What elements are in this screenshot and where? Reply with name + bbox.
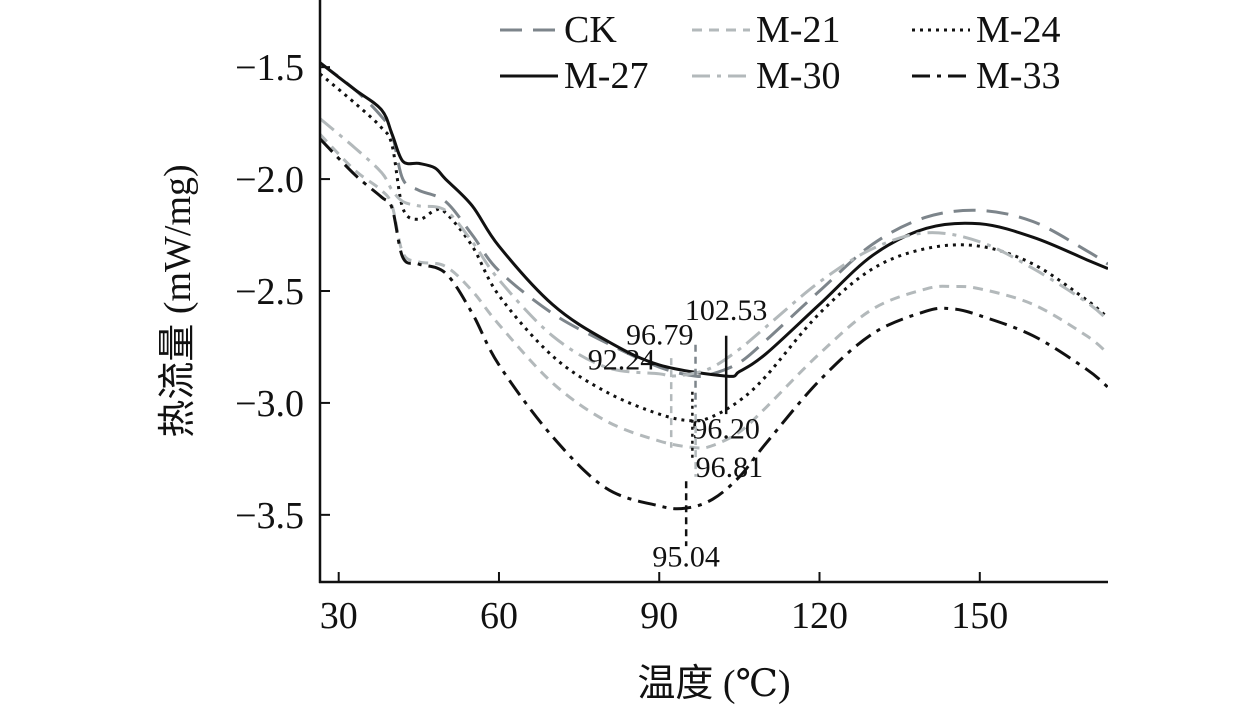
peak-label-96-81: 96.81 xyxy=(696,451,764,484)
legend-label-m-30: M-30 xyxy=(756,55,840,97)
series-line-m-30 xyxy=(320,117,1108,378)
y-axis-title: 热流量 (mW/mg) xyxy=(157,164,199,437)
x-tick-label-150: 150 xyxy=(951,595,1008,637)
series-line-ck xyxy=(320,61,1108,379)
x-tick-label-90: 90 xyxy=(640,595,678,637)
legend-label-ck: CK xyxy=(564,9,617,51)
y-tick-label-2: −2.0 xyxy=(235,159,304,201)
y-tick-label-3-5: −3.5 xyxy=(235,495,304,537)
series-line-m-33 xyxy=(320,137,1108,511)
peak-label-92-24: 92.24 xyxy=(588,343,656,376)
series-line-m-27 xyxy=(320,61,1108,378)
y-tick-label-1-5: −1.5 xyxy=(235,47,304,89)
peak-label-102-53: 102.53 xyxy=(685,294,768,327)
legend-label-m-24: M-24 xyxy=(976,9,1060,51)
x-tick-label-60: 60 xyxy=(480,595,518,637)
x-tick-label-120: 120 xyxy=(791,595,848,637)
legend-label-m-33: M-33 xyxy=(976,55,1060,97)
series-line-m-21 xyxy=(320,133,1108,450)
legend-label-m-21: M-21 xyxy=(756,9,840,51)
x-tick-label-30: 30 xyxy=(320,595,358,637)
x-axis-title: 温度 (℃) xyxy=(637,663,790,705)
series-line-m-24 xyxy=(320,72,1108,423)
peak-label-95-04: 95.04 xyxy=(652,540,720,573)
ticks: 30 60 90 120 150 −1.5 −2.0 −2.5 −3.0 −3.5 xyxy=(235,47,1008,637)
legend-label-m-27: M-27 xyxy=(564,55,648,97)
y-tick-label-2-5: −2.5 xyxy=(235,271,304,313)
y-tick-label-3: −3.0 xyxy=(235,383,304,425)
peak-label-96-20: 96.20 xyxy=(692,413,760,446)
peak-label-96-79: 96.79 xyxy=(626,319,694,352)
legend: CK M-21 M-24 M-27 M-30 M-33 xyxy=(500,9,1060,97)
plot-lines xyxy=(320,61,1108,511)
